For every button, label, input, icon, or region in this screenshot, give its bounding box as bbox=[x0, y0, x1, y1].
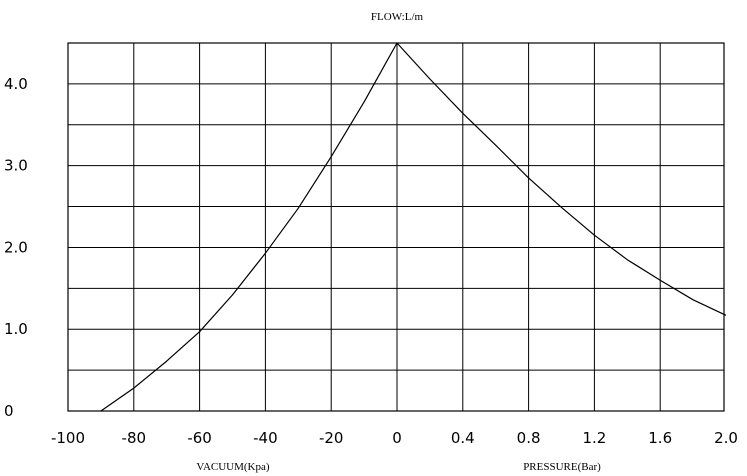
x-tick-label: -20 bbox=[319, 429, 344, 447]
x-axis-title-pressure: PRESSURE(Bar) bbox=[523, 461, 601, 473]
plot-frame bbox=[67, 42, 725, 412]
y-tick-label: 1.0 bbox=[4, 320, 28, 338]
x-tick-label: 0.4 bbox=[451, 429, 475, 447]
x-tick-label: -40 bbox=[253, 429, 278, 447]
x-tick-label: -100 bbox=[51, 429, 85, 447]
y-tick-label: 2.0 bbox=[4, 238, 28, 256]
curve-layer bbox=[100, 42, 727, 412]
tick-labels: -100 -80 -60 -40 -20 0 0.4 0.8 1.2 1.6 2.0 0 1.0 2.0 3… bbox=[4, 75, 738, 447]
x-tick-label: -80 bbox=[122, 429, 147, 447]
x-tick-label: 0 bbox=[392, 429, 402, 447]
x-tick-label: 0.8 bbox=[517, 429, 541, 447]
series-line-pressure bbox=[396, 42, 727, 316]
chart-title: FLOW:L/m bbox=[371, 11, 424, 23]
x-tick-label: 1.2 bbox=[582, 429, 606, 447]
x-tick-label: 1.6 bbox=[648, 429, 672, 447]
x-tick-label: 2.0 bbox=[714, 429, 738, 447]
x-tick-label: -60 bbox=[187, 429, 212, 447]
series-line-vacuum bbox=[100, 42, 398, 412]
y-tick-label: 0 bbox=[4, 402, 14, 420]
y-tick-label: 3.0 bbox=[4, 157, 28, 175]
y-tick-label: 4.0 bbox=[4, 75, 28, 93]
x-axis-title-vacuum: VACUUM(Kpa) bbox=[196, 461, 269, 473]
grid bbox=[67, 42, 725, 412]
